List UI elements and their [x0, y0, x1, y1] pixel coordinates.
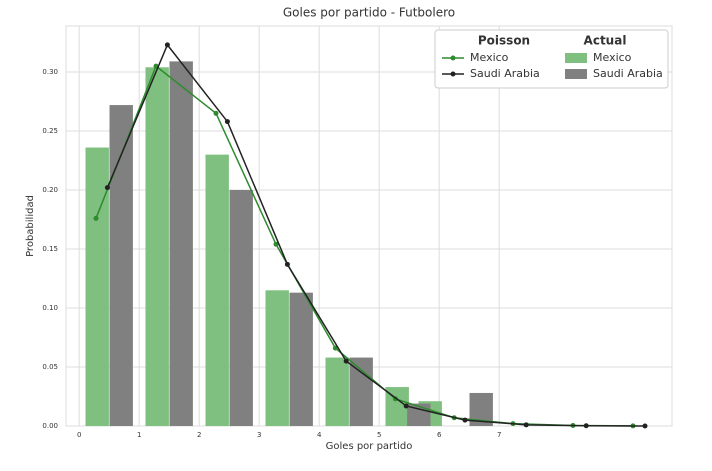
x-tick-label: 3	[257, 431, 261, 439]
point	[213, 110, 219, 116]
x-tick-label: 6	[437, 431, 442, 439]
x-tick-label: 1	[137, 431, 141, 439]
y-tick-label: 0.30	[42, 68, 58, 76]
bar	[385, 387, 409, 426]
marks	[85, 42, 648, 429]
y-tick-label: 0.10	[42, 304, 58, 312]
legend-label: Mexico	[593, 51, 632, 64]
x-tick-label: 4	[317, 431, 322, 439]
legend-title: Actual	[584, 34, 627, 48]
legend-label: Saudi Arabia	[470, 67, 540, 80]
y-tick-label: 0.20	[42, 186, 58, 194]
point	[104, 185, 110, 191]
legend-swatch	[450, 71, 456, 77]
legend-box	[434, 29, 669, 89]
x-tick-label: 0	[77, 431, 81, 439]
x-tick-label: 7	[497, 431, 501, 439]
line	[106, 43, 646, 427]
point	[164, 42, 170, 48]
legend-label: Mexico	[470, 51, 509, 64]
y-tick-label: 0.00	[42, 422, 58, 430]
point	[224, 119, 230, 125]
bar	[349, 357, 373, 426]
bar	[169, 61, 193, 427]
point	[343, 358, 349, 364]
point	[642, 423, 648, 429]
bar	[109, 105, 133, 427]
y-tick-label: 0.15	[42, 245, 58, 253]
bar	[229, 190, 253, 426]
bar	[265, 290, 289, 426]
y-tick-label: 0.05	[42, 363, 58, 371]
bar	[325, 357, 349, 426]
point	[403, 403, 409, 409]
y-axis-label: Probabilidad	[25, 195, 36, 257]
legend-label: Saudi Arabia	[593, 67, 663, 80]
x-tick-label: 2	[197, 431, 201, 439]
x-axis-label: Goles por partido	[326, 441, 413, 452]
point	[583, 423, 589, 429]
bar	[145, 67, 169, 426]
bar	[469, 392, 493, 426]
legend-swatch	[450, 55, 456, 61]
legend: Poisson Mexico Saudi Arabia Actual Mexico Sau…	[434, 29, 669, 89]
x-tick-label: 5	[377, 431, 381, 439]
bar	[407, 403, 431, 426]
point	[284, 261, 290, 267]
point	[273, 241, 279, 247]
bar	[205, 154, 229, 426]
point	[523, 422, 529, 428]
legend-swatch	[565, 69, 587, 79]
y-tick-label: 0.25	[42, 127, 58, 135]
point	[93, 215, 99, 221]
point	[332, 345, 338, 351]
legend-title: Poisson	[478, 34, 530, 48]
chart-title: Goles por partido - Futbolero	[283, 6, 455, 20]
bar	[289, 292, 313, 426]
bar	[85, 147, 109, 426]
legend-swatch	[565, 53, 587, 63]
point	[462, 417, 468, 423]
